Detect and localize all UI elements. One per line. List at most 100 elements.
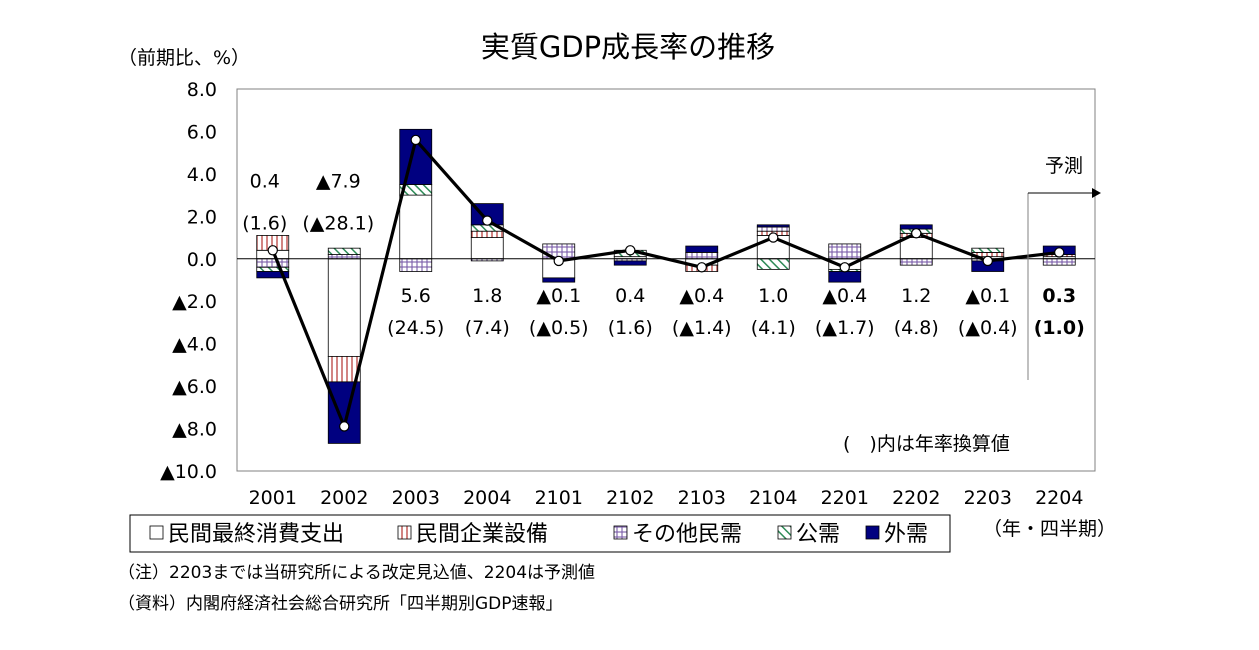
footnote-source: （資料）内閣府経済社会総合研究所「四半期別GDP速報」 [118,594,563,614]
x-category-label: 2001 [249,487,297,509]
legend-swatch [777,525,792,540]
growth-value-label: 0.4 [250,171,280,193]
growth-point [267,245,278,256]
annualized-rate-note: ( )内は年率換算値 [843,433,1010,455]
bar-segment [256,271,290,279]
legend-label: 民間企業設備 [416,522,548,547]
annualized-value-label: (▲0.4) [958,317,1018,339]
x-category-labels: 2001 2002 2003 2004 2101 2102 2103 2104 2201 2202… [249,487,1084,509]
bar-segment [828,243,862,260]
growth-value-label: 0.3 [1042,285,1076,307]
growth-value-label: ▲0.1 [536,285,581,307]
x-category-label: 2202 [892,487,940,509]
growth-point [839,262,850,273]
y-tick-label: ▲10.0 [160,461,217,483]
x-category-label: 2203 [964,487,1012,509]
annualized-value-label: (▲1.4) [672,317,732,339]
growth-value-label: 0.4 [615,285,645,307]
y-tick-label: 2.0 [187,206,217,228]
bar-segment [470,237,504,260]
growth-value-label: 1.8 [472,285,502,307]
forecast-label: 予測 [1045,155,1083,177]
growth-point [982,255,993,267]
growth-point [553,255,564,267]
annualized-value-label: (7.4) [465,317,510,339]
chart-title: 実質GDP成長率の推移 [481,30,775,64]
x-category-label: 2103 [678,487,726,509]
growth-line [271,138,1060,429]
growth-point [1054,247,1065,258]
x-category-label: 2003 [392,487,440,509]
bar-segment [971,247,1005,253]
annualized-value-label: (1.6) [608,317,653,339]
y-tick-label: 8.0 [187,79,217,101]
annualized-value-label: (▲28.1) [302,213,374,235]
x-axis-unit-label: （年・四半期） [983,518,1116,540]
y-tick-label: ▲8.0 [172,419,217,441]
x-category-label: 2002 [320,487,368,509]
bar-segment [327,381,361,444]
bar-segment [327,247,361,255]
legend-swatch [397,525,412,540]
legend-label: その他民需 [632,522,742,547]
annualized-value-label: (24.5) [387,317,444,339]
bar-segment [256,258,290,268]
value-labels-layer: 0.4 (1.6) ▲7.9 (▲28.1) 5.6 (24.5) 1.8 (7.4) ▲0.1… [242,171,1085,339]
legend-label: 民間最終消費支出 [168,522,344,547]
growth-point [410,134,421,146]
annualized-value-label: (▲0.5) [529,317,589,339]
growth-point [696,262,707,273]
growth-value-label: ▲0.4 [822,285,867,307]
growth-value-label: 5.6 [401,285,431,307]
growth-point [911,228,922,239]
bar-segment [399,194,433,260]
bar-segment [256,266,290,272]
bar-segment [327,254,361,260]
growth-value-label: ▲0.1 [965,285,1010,307]
bar-segment [899,258,933,266]
bar-segment [1042,258,1076,266]
bar-segment [542,277,576,283]
legend-swatch [613,525,628,540]
bar-segment [828,271,862,283]
annualized-value-label: (1.0) [1034,317,1085,339]
legend: 民間最終消費支出 民間企業設備 その他民需 公需 外需 [149,522,928,547]
y-tick-label: ▲4.0 [172,334,217,356]
growth-value-label: 1.0 [758,285,788,307]
legend-box [129,514,951,553]
x-category-label: 2201 [821,487,869,509]
bar-segment [470,230,504,238]
y-tick-labels: 8.0 6.0 4.0 2.0 0.0 ▲2.0 ▲4.0 ▲6.0 ▲8.0 ▲10.0 [160,79,217,483]
bar-segment [756,226,790,232]
plot-area-frame [236,88,1096,472]
legend-label: 公需 [796,522,840,547]
annualized-value-label: (4.1) [751,317,796,339]
x-category-label: 2204 [1035,487,1083,509]
y-tick-label: 4.0 [187,164,217,186]
bar-segment [685,245,719,253]
annualized-value-label: (1.6) [242,213,287,235]
growth-value-label: ▲0.4 [679,285,724,307]
legend-label: 外需 [884,522,928,547]
x-category-label: 2004 [463,487,511,509]
bar-segment [613,260,647,266]
annualized-value-label: (4.8) [894,317,939,339]
y-tick-label: 6.0 [187,121,217,143]
legend-swatch [149,525,164,540]
growth-line-layer [267,134,1065,432]
growth-point [339,421,350,432]
annualized-value-label: (▲1.7) [815,317,875,339]
bar-segment [756,224,790,228]
y-axis-unit-label: （前期比、%） [118,47,250,69]
x-category-label: 2101 [535,487,583,509]
growth-point [625,245,636,256]
bar-segment [327,258,361,357]
growth-value-label: 1.2 [901,285,931,307]
growth-point [768,232,779,243]
bar-segment [399,258,433,272]
legend-swatch [865,525,880,540]
growth-value-label: ▲7.9 [316,171,361,193]
growth-point [482,215,493,226]
y-tick-label: ▲6.0 [172,376,217,398]
